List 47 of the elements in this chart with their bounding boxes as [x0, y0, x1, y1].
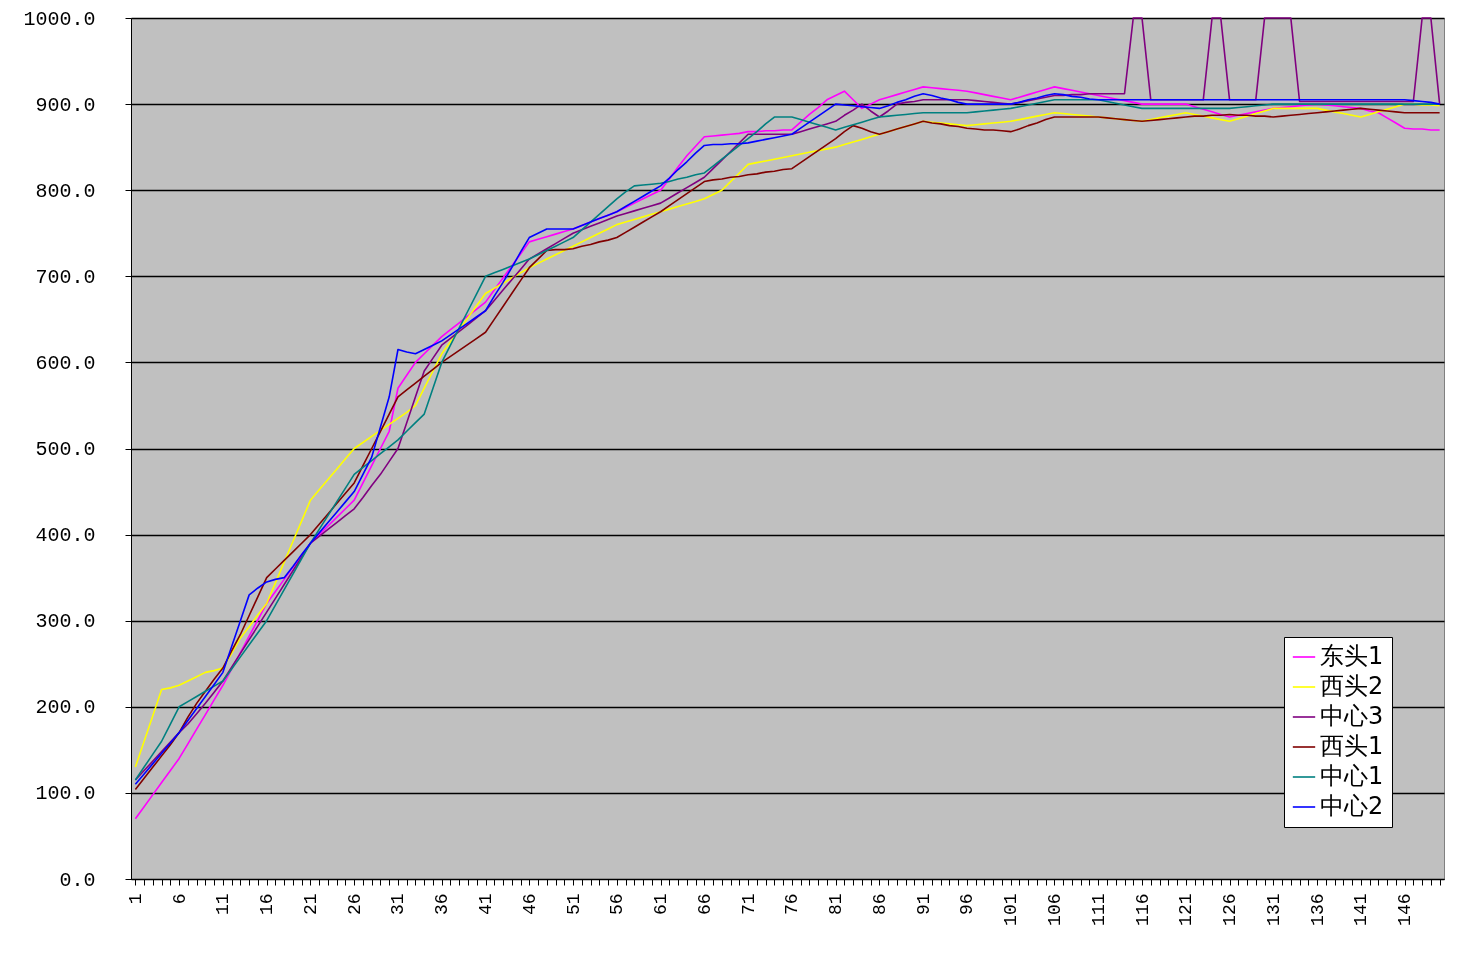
x-tick-label: 31: [388, 893, 409, 916]
y-tick-label: 600.0: [35, 351, 96, 375]
x-tick-label: 136: [1307, 893, 1328, 926]
legend-label: 东头1: [1320, 642, 1384, 670]
x-tick-label: 106: [1044, 893, 1065, 926]
y-tick-label: 200.0: [35, 696, 96, 720]
y-tick-label: 300.0: [35, 610, 96, 634]
x-tick-label: 1: [125, 893, 146, 905]
y-tick-label: 800.0: [35, 179, 96, 203]
x-tick-label: 36: [432, 893, 453, 916]
legend-label: 西头1: [1320, 732, 1384, 760]
x-tick-label: 11: [213, 893, 234, 916]
x-tick-label: 141: [1351, 893, 1372, 926]
y-tick-label: 100.0: [35, 782, 96, 806]
y-tick-label: 900.0: [35, 93, 96, 117]
x-tick-label: 76: [782, 893, 803, 916]
legend-label: 中心1: [1320, 762, 1384, 790]
x-tick-label: 61: [651, 893, 672, 916]
x-tick-label: 101: [1001, 893, 1022, 926]
x-tick-label: 51: [563, 893, 584, 916]
legend-label: 中心3: [1320, 702, 1384, 730]
y-tick-label: 700.0: [35, 265, 96, 289]
x-tick-label: 86: [869, 893, 890, 916]
x-tick-label: 56: [607, 893, 628, 916]
x-tick-label: 71: [738, 893, 759, 916]
x-tick-label: 41: [476, 893, 497, 916]
y-tick-label: 400.0: [35, 524, 96, 548]
x-tick-label: 126: [1220, 893, 1241, 926]
x-tick-label: 121: [1176, 893, 1197, 926]
x-tick-label: 81: [826, 893, 847, 916]
x-tick-label: 146: [1395, 893, 1416, 926]
legend-label: 中心2: [1320, 792, 1384, 820]
y-tick-label: 1000.0: [23, 7, 96, 31]
x-tick-label: 66: [694, 893, 715, 916]
x-tick-label: 91: [913, 893, 934, 916]
legend-label: 西头2: [1320, 672, 1384, 700]
y-tick-label: 0.0: [59, 868, 96, 892]
x-tick-label: 46: [519, 893, 540, 916]
x-tick-label: 26: [344, 893, 365, 916]
x-tick-label: 116: [1132, 893, 1153, 926]
x-tick-label: 131: [1263, 893, 1284, 926]
x-tick-label: 96: [957, 893, 978, 916]
x-tick-label: 6: [169, 893, 190, 905]
x-tick-label: 21: [300, 893, 321, 916]
x-tick-label: 16: [257, 893, 278, 916]
x-tick-label: 111: [1088, 893, 1109, 926]
y-tick-label: 500.0: [35, 438, 96, 461]
